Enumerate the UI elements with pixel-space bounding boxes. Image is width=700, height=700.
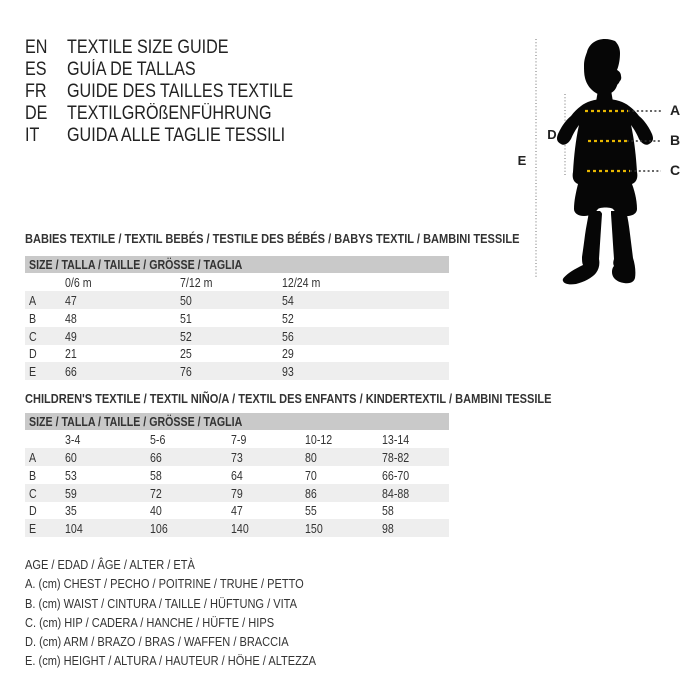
svg-text:E: E — [518, 153, 527, 168]
svg-text:D: D — [547, 127, 556, 142]
svg-text:B: B — [670, 132, 680, 148]
svg-text:C: C — [670, 162, 680, 178]
svg-text:A: A — [670, 102, 680, 118]
